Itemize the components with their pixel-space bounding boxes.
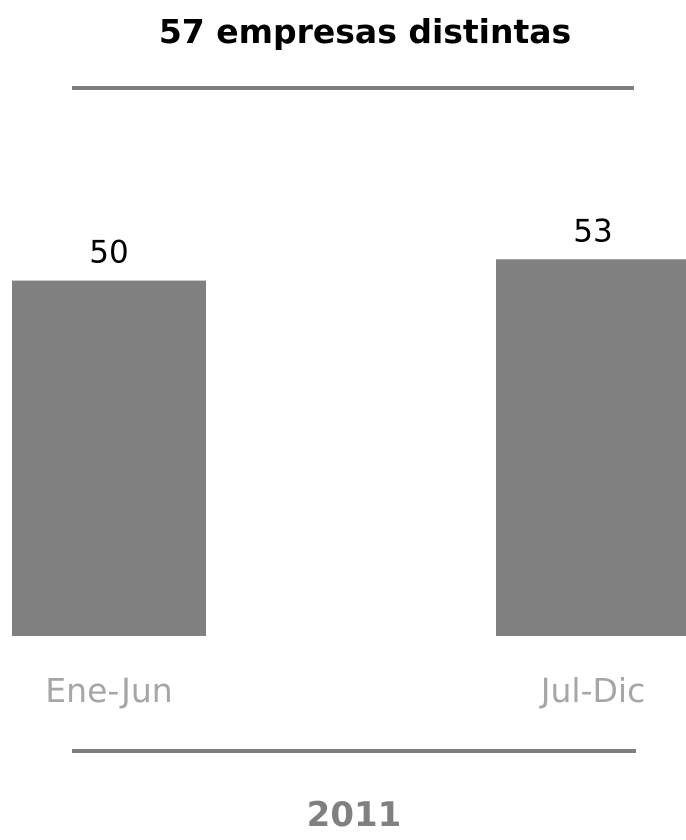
data-label-ene-jun: 50 [89, 235, 128, 271]
labels-layer: 50 Ene-Jun 53 Jul-Dic [45, 213, 645, 710]
bars-layer [12, 259, 686, 636]
bar-ene-jun [12, 280, 206, 636]
bar-jul-dic [496, 259, 686, 636]
x-axis-label: 2011 [307, 795, 402, 835]
data-label-jul-dic: 53 [573, 213, 612, 249]
category-label-ene-jun: Ene-Jun [45, 671, 172, 710]
category-label-jul-dic: Jul-Dic [539, 671, 645, 710]
chart-title: 57 empresas distintas [159, 12, 571, 51]
